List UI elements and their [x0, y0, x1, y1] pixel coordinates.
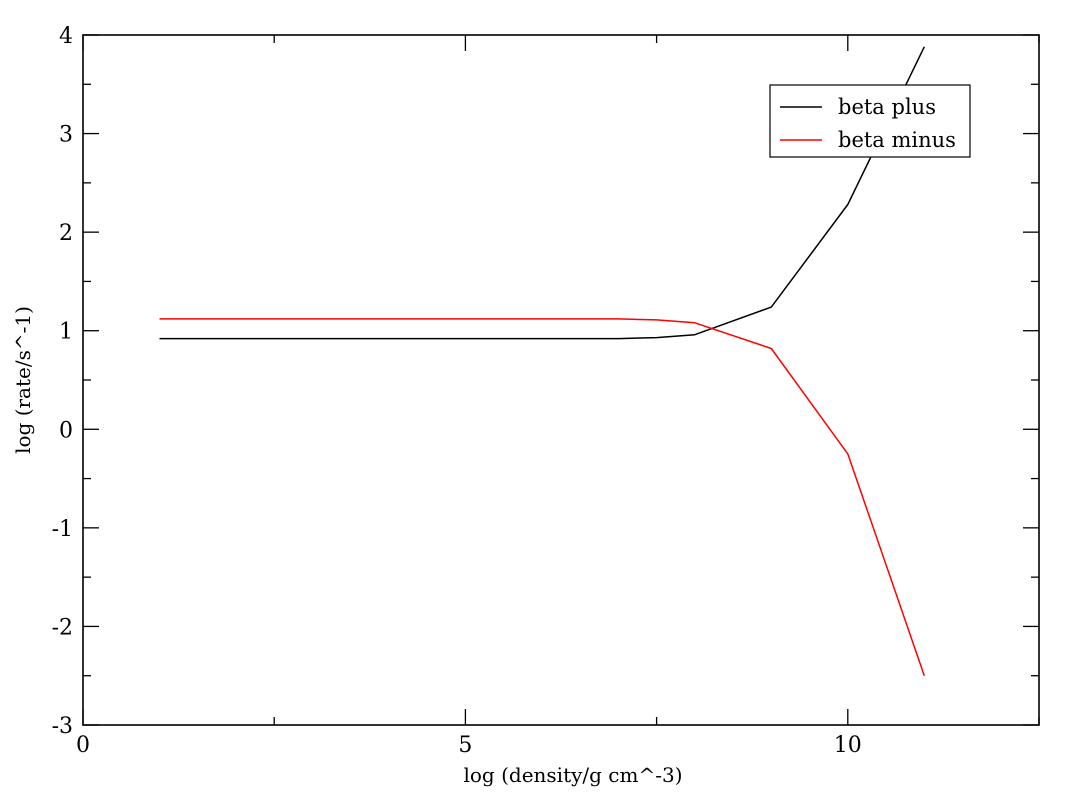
y-tick-label: -3 [52, 714, 73, 739]
series-line-beta-plus [159, 46, 925, 340]
y-tick-label: -2 [52, 615, 73, 640]
x-axis-label: log (density/g cm^-3) [463, 763, 682, 787]
legend: beta plus beta minus [769, 84, 971, 158]
tick-labels: 0 5 10 -3 -2 -1 0 1 2 3 4 [52, 24, 862, 758]
series-line-beta-minus [159, 318, 926, 676]
legend-box [769, 84, 971, 158]
y-axis-label: log (rate/s^-1) [11, 306, 35, 454]
y-tick-label: 2 [59, 221, 73, 246]
legend-label-beta-plus: beta plus [838, 95, 936, 119]
plot-frame [82, 34, 1040, 726]
y-tick-label: 3 [59, 123, 73, 148]
y-tick-label: 4 [59, 24, 73, 49]
legend-label-beta-minus: beta minus [838, 128, 956, 152]
y-tick-label: -1 [52, 517, 73, 542]
y-tick-label: 1 [59, 320, 73, 345]
x-tick-label: 5 [458, 733, 472, 758]
x-tick-label: 10 [834, 733, 862, 758]
x-tick-label: 0 [76, 733, 90, 758]
y-tick-label: 0 [59, 418, 73, 443]
series-lines [159, 46, 926, 676]
